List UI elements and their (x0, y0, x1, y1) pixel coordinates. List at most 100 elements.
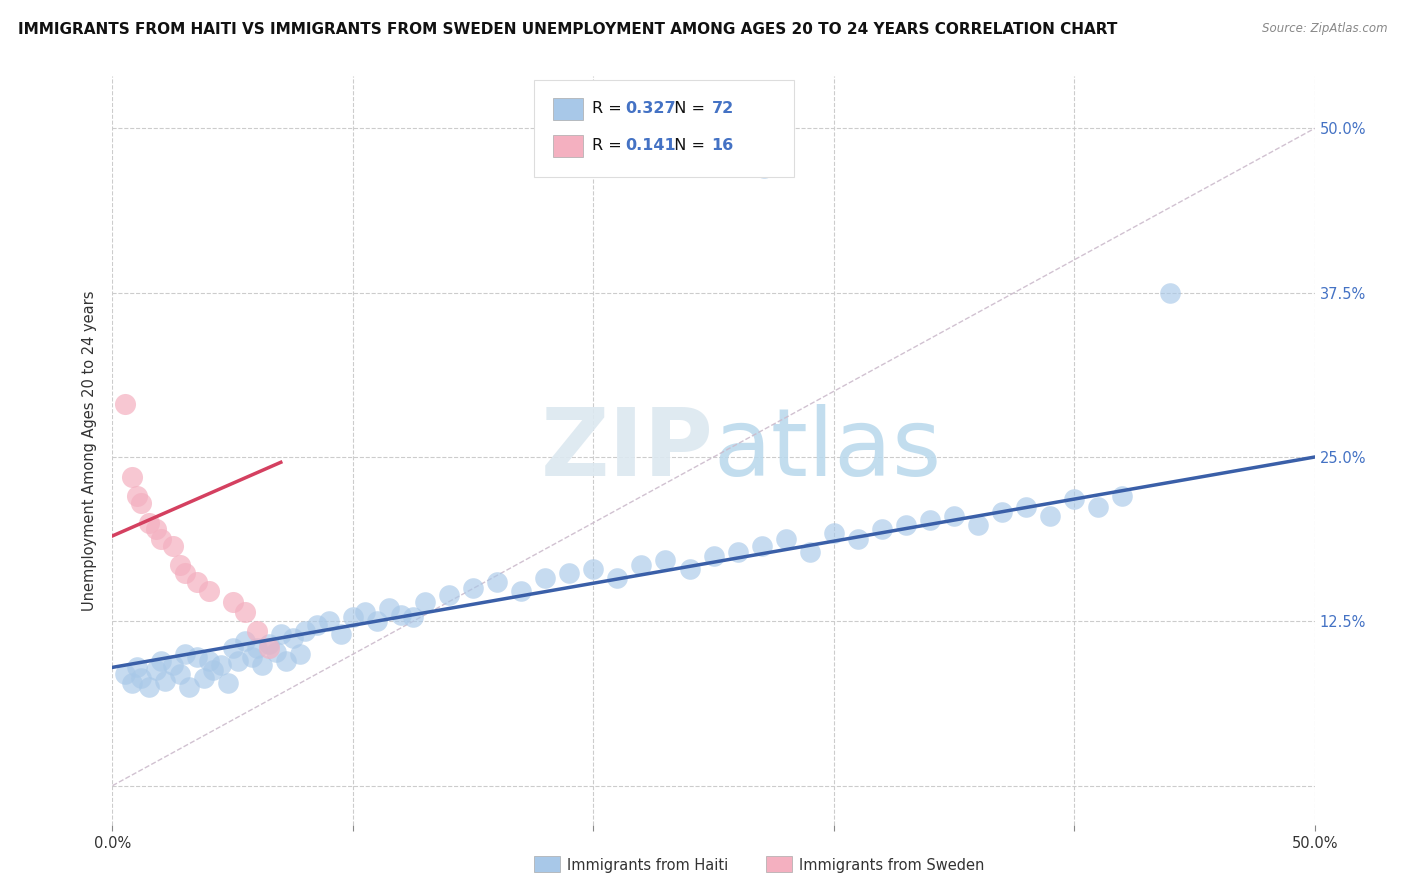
Point (193, 671, 215, 685)
Point (226, 654, 249, 668)
Point (305, 618, 328, 632)
Point (342, 610, 364, 624)
Point (233, 634, 256, 648)
Point (250, 657, 273, 672)
Point (823, 526, 845, 541)
Point (173, 647, 195, 661)
Point (186, 574, 208, 589)
Point (257, 637, 280, 651)
Point (402, 610, 425, 624)
Point (222, 640, 245, 655)
Point (799, 544, 821, 558)
Point (413, 594, 436, 608)
Point (246, 624, 269, 638)
Point (270, 627, 292, 641)
Text: Source: ZipAtlas.com: Source: ZipAtlas.com (1263, 22, 1388, 36)
Point (257, 640, 280, 655)
Point (486, 574, 509, 589)
Point (149, 532, 172, 546)
Point (678, 562, 700, 576)
Text: Immigrants from Sweden: Immigrants from Sweden (799, 858, 984, 872)
Point (967, 518, 990, 533)
Point (654, 552, 676, 566)
Point (145, 663, 167, 677)
Point (354, 605, 377, 619)
Point (1159, 285, 1181, 300)
Point (437, 588, 460, 602)
Point (1111, 490, 1133, 504)
Point (274, 654, 297, 668)
Point (894, 518, 917, 533)
Point (138, 516, 160, 530)
Point (461, 582, 484, 596)
Point (186, 649, 208, 664)
Point (991, 505, 1014, 519)
Point (222, 594, 245, 608)
Point (197, 654, 219, 668)
Text: 0.327: 0.327 (626, 102, 676, 116)
Text: N =: N = (664, 138, 710, 153)
Point (1063, 492, 1085, 507)
Point (318, 615, 340, 629)
Point (131, 496, 153, 510)
Point (727, 544, 749, 558)
Point (870, 522, 893, 536)
Point (1015, 500, 1038, 514)
Point (169, 558, 191, 572)
Point (209, 657, 232, 672)
Point (288, 647, 311, 661)
Point (125, 660, 148, 674)
Point (703, 549, 725, 563)
Text: R =: R = (592, 102, 627, 116)
Point (125, 490, 148, 504)
Point (752, 161, 775, 175)
Point (149, 654, 172, 668)
Point (534, 571, 557, 585)
Point (162, 657, 184, 672)
Text: 0.141: 0.141 (626, 138, 676, 153)
Point (121, 676, 143, 690)
Point (846, 532, 869, 546)
Text: 72: 72 (711, 102, 734, 116)
Point (145, 522, 167, 536)
Point (197, 584, 219, 599)
Point (169, 667, 191, 681)
Point (606, 571, 628, 585)
Point (264, 644, 287, 658)
Point (751, 540, 773, 554)
Point (114, 667, 136, 681)
Point (121, 469, 143, 483)
Point (240, 649, 263, 664)
Point (1087, 500, 1109, 514)
Text: atlas: atlas (714, 404, 942, 497)
Point (173, 566, 195, 580)
Point (1039, 509, 1062, 524)
Point (942, 509, 965, 524)
Text: Immigrants from Haiti: Immigrants from Haiti (567, 858, 728, 872)
Point (162, 540, 184, 554)
Text: 16: 16 (711, 138, 734, 153)
Point (366, 615, 388, 629)
Y-axis label: Unemployment Among Ages 20 to 24 years: Unemployment Among Ages 20 to 24 years (82, 290, 97, 611)
Point (138, 680, 160, 694)
Point (378, 601, 401, 615)
Point (131, 671, 153, 685)
Point (510, 584, 533, 599)
Text: IMMIGRANTS FROM HAITI VS IMMIGRANTS FROM SWEDEN UNEMPLOYMENT AMONG AGES 20 TO 24: IMMIGRANTS FROM HAITI VS IMMIGRANTS FROM… (18, 22, 1118, 37)
Point (179, 680, 201, 694)
Point (329, 627, 352, 641)
Point (246, 640, 269, 655)
Point (114, 397, 136, 411)
Point (558, 566, 581, 580)
Text: ZIP: ZIP (541, 404, 714, 497)
Text: N =: N = (664, 102, 710, 116)
Point (775, 532, 797, 546)
Point (233, 605, 256, 619)
Point (582, 562, 605, 576)
Point (155, 673, 177, 688)
Point (389, 607, 412, 622)
Point (281, 632, 304, 646)
Point (202, 663, 225, 677)
Point (630, 558, 652, 572)
Text: R =: R = (592, 138, 631, 153)
